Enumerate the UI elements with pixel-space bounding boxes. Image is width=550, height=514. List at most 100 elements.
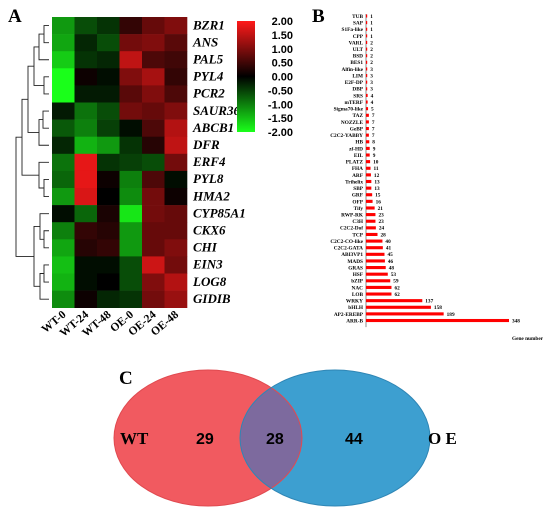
bar	[366, 259, 385, 263]
heatmap-cell	[142, 17, 165, 35]
heatmap-cell	[52, 222, 75, 240]
venn-wt-outline	[113, 369, 303, 507]
heatmap-cell	[74, 205, 98, 223]
bar	[366, 160, 371, 164]
bar	[366, 47, 368, 51]
bar-value-label: 158	[434, 305, 442, 311]
bar	[366, 67, 368, 71]
bar-category-label: SRS	[353, 93, 363, 99]
bar	[366, 140, 370, 144]
bar-value-label: 15	[375, 193, 381, 199]
heatmap-cell	[52, 68, 75, 86]
bar-category-label: C2C2-GATA	[334, 246, 363, 252]
heatmap-cell	[97, 188, 120, 206]
bar	[366, 113, 369, 117]
heatmap-cell	[52, 119, 75, 137]
heatmap-cell	[52, 170, 75, 189]
bar-category-label: TCP	[352, 232, 363, 238]
heatmap-cell	[52, 51, 75, 69]
bar	[366, 27, 368, 31]
bar-value-label: 21	[378, 206, 384, 212]
bar-category-label: ARR-B	[346, 318, 363, 324]
bar-value-label: 9	[373, 146, 376, 152]
heatmap-cell	[119, 239, 143, 257]
heatmap-cell	[52, 102, 75, 120]
dendrogram-branch	[43, 179, 49, 197]
bar	[366, 100, 368, 104]
heatmap-row-label: HMA2	[192, 188, 230, 203]
bar-value-label: 189	[447, 312, 455, 318]
venn-wt-only-count: 29	[196, 431, 214, 448]
heatmap-cell	[119, 205, 143, 223]
heatmap-cell	[119, 136, 143, 155]
bar-category-label: Alfin-like	[342, 67, 364, 73]
dendrogram-branch	[43, 264, 49, 283]
bar-value-label: 12	[374, 173, 380, 179]
dendrogram-branch	[42, 110, 49, 129]
bar-category-label: VARL	[349, 40, 364, 46]
heatmap-cell	[142, 102, 165, 120]
bar-category-label: LIM	[352, 73, 363, 79]
heatmap-cell	[52, 239, 75, 257]
bar-value-label: 11	[374, 166, 379, 172]
bar	[366, 279, 391, 283]
heatmap-cell	[52, 256, 75, 274]
venn-overlap	[240, 370, 302, 506]
heatmap-cell	[74, 119, 98, 137]
heatmap-cell	[142, 188, 165, 206]
dendrogram-branch	[43, 25, 49, 44]
bar-value-label: 7	[372, 120, 375, 126]
bar	[366, 292, 392, 296]
bar	[366, 179, 372, 184]
heatmap-cell	[74, 136, 98, 155]
heatmap-cells	[52, 17, 188, 308]
heatmap-cell	[97, 136, 120, 155]
venn-oe-label: O E	[428, 429, 457, 448]
heatmap-cell	[164, 102, 188, 120]
heatmap-cell	[119, 222, 143, 240]
heatmap-row-labels: BZR1 ANS PAL5 PYL4 PCR2 SAUR36 ABCB1 DFR ERF4 PYL…	[192, 17, 246, 306]
bar-value-label: 7	[372, 133, 375, 139]
bar-value-label: 137	[425, 299, 433, 305]
bar-category-label: RWP-RK	[341, 213, 364, 219]
bar-value-label: 53	[391, 272, 397, 278]
bar-value-label: 2	[370, 60, 373, 66]
heatmap-cell	[164, 256, 188, 274]
heatmap-cell	[119, 170, 143, 189]
bar-value-label: 48	[389, 265, 395, 271]
heatmap-cell	[164, 290, 188, 308]
bar-value-label: 41	[386, 246, 392, 252]
heatmap-cell	[119, 290, 143, 308]
bar-category-label: E2F-DP	[345, 80, 364, 86]
heatmap-cell	[97, 273, 120, 291]
heatmap-row-label: PCR2	[193, 86, 225, 101]
bar-value-label: 16	[376, 199, 382, 205]
heatmap-row-label: PAL5	[193, 52, 224, 67]
colorbar-tick-label: -2.00	[268, 127, 293, 139]
bar	[366, 246, 383, 250]
bar-category-label: C2C2-YABBY	[330, 133, 363, 139]
dendrogram-branch	[33, 226, 40, 287]
heatmap-cell	[119, 119, 143, 137]
heatmap-row-label: LOG8	[192, 274, 227, 289]
bar	[366, 213, 376, 217]
heatmap-cell	[119, 256, 143, 274]
heatmap-colorbar: 2.00 1.50 1.00 0.50 0.00-0.50 -1.00 -1.50 -2.00	[237, 16, 293, 139]
bar-category-label: SAP	[353, 21, 364, 27]
colorbar-tick-label: 1.00	[272, 44, 293, 56]
bar	[366, 60, 368, 64]
bar	[366, 219, 376, 223]
heatmap-cell	[97, 153, 120, 172]
dendrogram-branch	[43, 230, 49, 249]
bar-category-label: MADS	[347, 259, 363, 265]
bar	[366, 193, 373, 197]
heatmap-cell	[142, 119, 165, 137]
bar	[366, 133, 369, 137]
heatmap-cell	[74, 85, 98, 103]
bar	[366, 299, 423, 303]
heatmap-cell	[142, 222, 165, 240]
colorbar-tick-label: -1.00	[268, 99, 293, 111]
heatmap-cell	[52, 188, 75, 206]
heatmap-cell	[97, 290, 120, 308]
bar-category-label: PLATZ	[346, 160, 364, 166]
